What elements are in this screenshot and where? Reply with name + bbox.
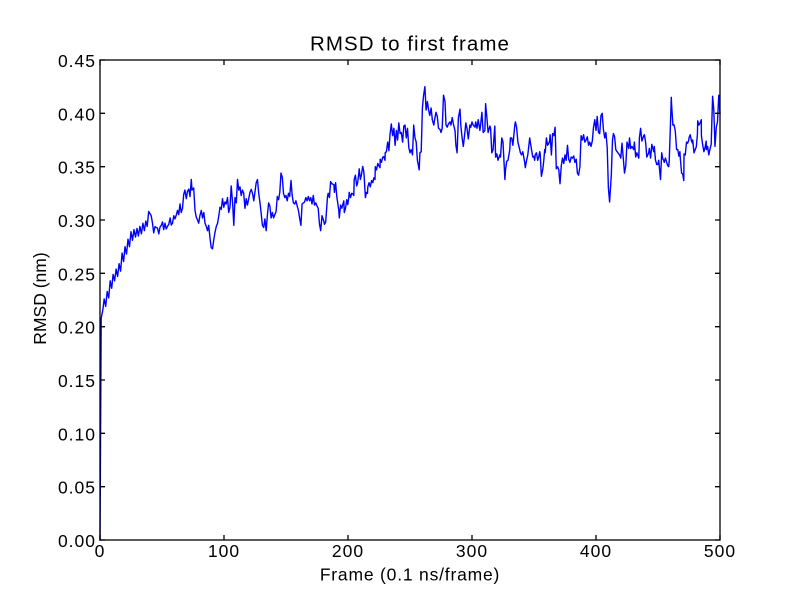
svg-text:0.35: 0.35 xyxy=(58,158,96,178)
svg-text:Frame (0.1 ns/frame): Frame (0.1 ns/frame) xyxy=(320,565,500,585)
svg-text:RMSD (nm): RMSD (nm) xyxy=(30,252,50,344)
svg-text:0.25: 0.25 xyxy=(58,264,96,284)
svg-text:400: 400 xyxy=(580,541,612,561)
svg-text:500: 500 xyxy=(704,541,736,561)
svg-text:300: 300 xyxy=(456,541,488,561)
svg-text:0.00: 0.00 xyxy=(58,531,96,551)
svg-text:0.15: 0.15 xyxy=(58,371,96,391)
svg-text:0.30: 0.30 xyxy=(58,211,96,231)
svg-text:100: 100 xyxy=(208,541,240,561)
svg-text:RMSD to first frame: RMSD to first frame xyxy=(310,33,510,56)
svg-text:0: 0 xyxy=(95,541,106,561)
svg-text:0.10: 0.10 xyxy=(58,424,96,444)
svg-text:0.05: 0.05 xyxy=(58,478,96,498)
svg-text:0.20: 0.20 xyxy=(58,318,96,338)
svg-text:200: 200 xyxy=(332,541,364,561)
svg-text:0.45: 0.45 xyxy=(58,51,96,71)
svg-text:0.40: 0.40 xyxy=(58,104,96,124)
